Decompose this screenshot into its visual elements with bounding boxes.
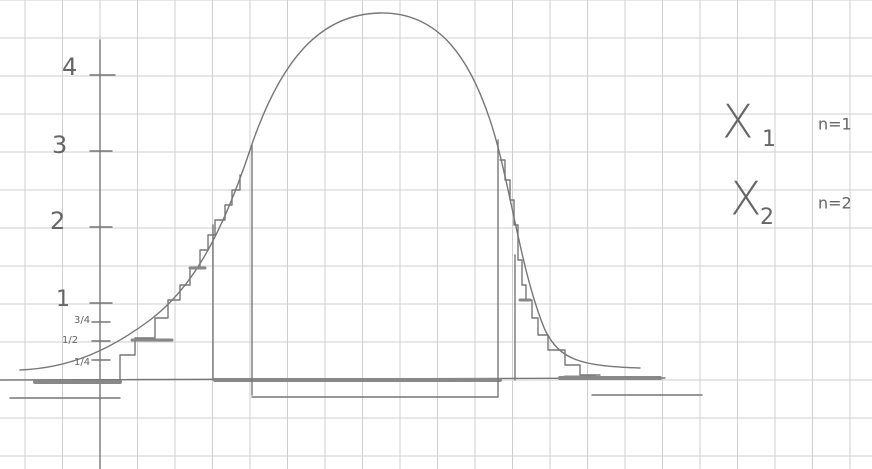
y-label: 3/4	[74, 315, 90, 326]
step-x2-right	[499, 159, 601, 376]
y-label: 1/4	[74, 357, 90, 368]
y-label: 1/2	[62, 335, 78, 346]
y-ticks	[89, 74, 116, 361]
legend-subscript: 2	[760, 205, 774, 230]
legend-subscript: 1	[762, 127, 776, 152]
y-label: 2	[50, 207, 65, 235]
function-curve	[19, 12, 641, 371]
legend-x2: X 2 n=2	[730, 172, 852, 231]
step-x2-marks	[130, 266, 597, 379]
y-label: 3	[52, 131, 67, 159]
y-label: 1	[56, 287, 70, 312]
legend-symbol: X	[730, 172, 762, 226]
legend-note: n=2	[818, 194, 852, 213]
legend-symbol: X	[722, 95, 754, 149]
legend-note: n=1	[818, 115, 852, 134]
step-x1-edges	[9, 139, 703, 399]
y-label: 4	[62, 53, 77, 81]
legend-x1: X 1 n=1	[722, 95, 852, 153]
